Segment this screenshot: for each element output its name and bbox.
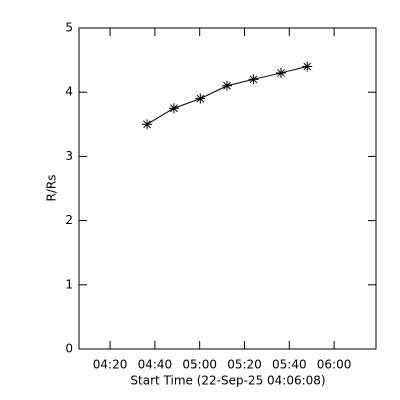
y-tick-label: 2 xyxy=(65,213,73,227)
data-point xyxy=(276,67,287,78)
y-tick-label: 0 xyxy=(65,342,73,356)
y-tick-label: 5 xyxy=(65,21,73,35)
marker-stroke xyxy=(277,69,285,77)
x-axis-label: Start Time (22-Sep-25 04:06:08) xyxy=(130,374,325,388)
y-tick-label: 3 xyxy=(65,149,73,163)
marker-stroke xyxy=(223,81,231,90)
data-point xyxy=(222,80,233,91)
data-point xyxy=(168,103,179,114)
y-tick-label: 1 xyxy=(65,277,73,291)
data-point xyxy=(195,93,206,104)
x-tick-label: 04:40 xyxy=(138,358,173,372)
x-tick-label: 06:00 xyxy=(317,358,352,372)
x-tick-label: 04:20 xyxy=(93,358,128,372)
marker-stroke xyxy=(303,62,312,71)
data-point xyxy=(248,74,259,85)
y-axis-label: R/Rs xyxy=(45,175,59,202)
marker-stroke xyxy=(249,75,258,84)
x-tick-label: 05:00 xyxy=(182,358,217,372)
marker-stroke xyxy=(170,104,178,113)
marker-stroke xyxy=(196,94,205,103)
plot-frame xyxy=(78,27,377,350)
marker-stroke xyxy=(143,120,151,129)
x-tick-label: 05:40 xyxy=(272,358,307,372)
y-tick-label: 4 xyxy=(65,85,73,99)
data-point xyxy=(142,119,153,130)
x-tick-label: 05:20 xyxy=(227,358,262,372)
data-point xyxy=(302,61,313,72)
